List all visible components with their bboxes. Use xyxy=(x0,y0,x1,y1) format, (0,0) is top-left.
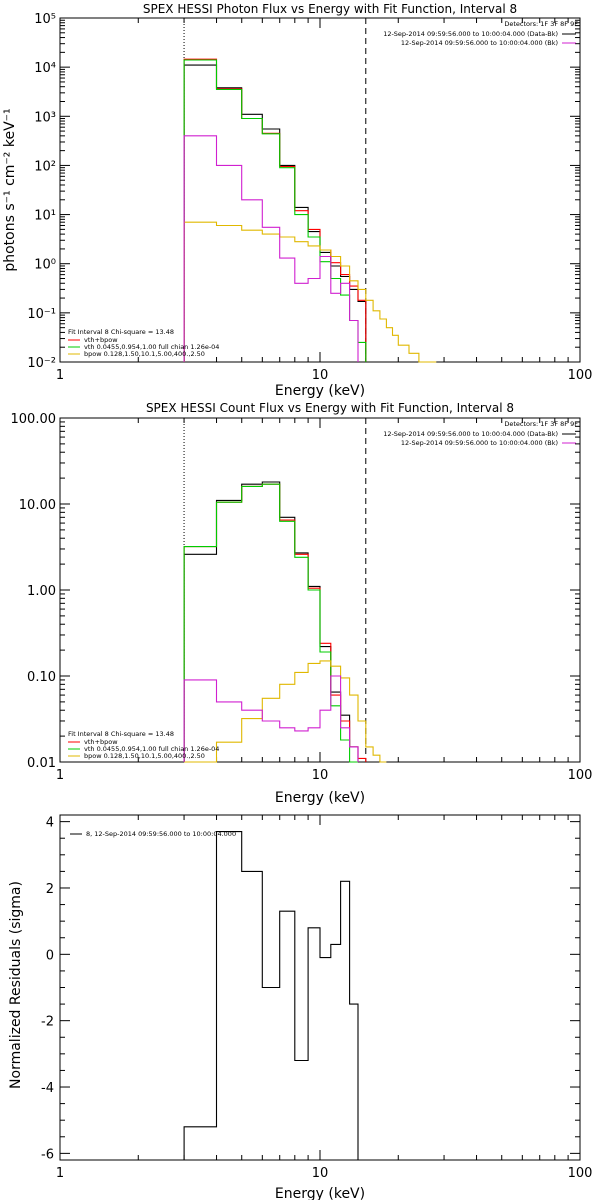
photon-flux-ytick-label: 10³ xyxy=(34,110,56,125)
residuals-xlabel: Energy (keV) xyxy=(275,1186,365,1200)
count-flux-ytick-label: 0.10 xyxy=(27,670,56,685)
residuals-series xyxy=(183,831,366,1161)
residuals-panel: Energy (keV) Normalized Residuals (sigma… xyxy=(8,814,592,1200)
count-flux-ytick-label: 10.00 xyxy=(19,498,56,513)
photon-flux-xtick-label: 10 xyxy=(312,368,329,383)
count-flux-fit-title: Fit Interval 8 Chi-square = 13.48 xyxy=(68,730,174,738)
photon-flux-ytick-label: 10⁻² xyxy=(27,356,56,371)
residuals-xtick-label: 10 xyxy=(312,1166,329,1181)
residuals-legend: 8, 12-Sep-2014 09:59:56.000 to 10:00:04.… xyxy=(86,830,236,838)
photon-flux-series-data xyxy=(183,64,367,362)
residuals-ytick-label: 4 xyxy=(46,816,54,831)
photon-flux-title: SPEX HESSI Photon Flux vs Energy with Fi… xyxy=(143,2,517,16)
count-flux-series-bpow xyxy=(184,660,387,763)
count-flux-xlabel: Energy (keV) xyxy=(275,790,365,806)
count-flux-header-line-data: 12-Sep-2014 09:59:56.000 to 10:00:04.000… xyxy=(383,430,558,438)
count-flux-panel: SPEX HESSI Count Flux vs Energy with Fit… xyxy=(11,401,593,806)
count-flux-xtick-label: 10 xyxy=(312,768,329,783)
residuals-xtick-label: 100 xyxy=(568,1166,593,1181)
count-flux-detectors: Detectors: 1F 3F 8F 9F xyxy=(504,420,578,428)
photon-flux-ylabel: photons s⁻¹ cm⁻² keV⁻¹ xyxy=(2,108,18,271)
photon-flux-plot-frame xyxy=(59,17,581,363)
count-flux-title: SPEX HESSI Count Flux vs Energy with Fit… xyxy=(146,401,514,415)
residuals-ytick-label: 0 xyxy=(46,948,54,963)
photon-flux-xtick-label: 1 xyxy=(56,368,64,383)
photon-flux-header-line-data: 12-Sep-2014 09:59:56.000 to 10:00:04.000… xyxy=(383,30,558,38)
count-flux-header-line-bk: 12-Sep-2014 09:59:56.000 to 10:00:04.000… xyxy=(401,439,558,447)
photon-flux-legend-vth: vth 0.0455,0.954,1.00 full chian 1.26e-0… xyxy=(84,343,219,351)
count-flux-ytick-label: 0.01 xyxy=(27,756,56,771)
photon-flux-panel: SPEX HESSI Photon Flux vs Energy with Fi… xyxy=(2,2,592,399)
photon-flux-xlabel: Energy (keV) xyxy=(275,383,365,399)
photon-flux-series-bpow xyxy=(183,221,437,363)
count-flux-xtick-label: 1 xyxy=(56,768,64,783)
residuals-ylabel: Normalized Residuals (sigma) xyxy=(8,881,24,1089)
residuals-ytick-label: -2 xyxy=(41,1015,54,1030)
count-flux-ytick-label: 100.00 xyxy=(11,412,57,427)
residuals-ytick-label: -6 xyxy=(41,1147,54,1162)
count-flux-ticks: 1 10 100 0.01 0.10 1.00 10.00 100.00 xyxy=(11,412,593,783)
photon-flux-fit-title: Fit Interval 8 Chi-square = 13.48 xyxy=(68,328,174,336)
count-flux-series-vth-bpow xyxy=(183,483,367,762)
count-flux-xtick-label: 100 xyxy=(568,768,593,783)
photon-flux-ytick-label: 10⁰ xyxy=(34,258,56,273)
photon-flux-legend-bpow: bpow 0.128,1.50,10.1,5.00,400.,2.50 xyxy=(84,350,205,358)
count-flux-legend-bpow: bpow 0.128,1.50,10.1,5.00,400.,2.50 xyxy=(84,752,205,760)
count-flux-legend-vth-bpow: vth+bpow xyxy=(84,738,118,746)
count-flux-series-background xyxy=(183,675,359,762)
photon-flux-ytick-label: 10⁵ xyxy=(34,12,56,27)
photon-flux-detectors: Detectors: 1F 3F 8F 9F xyxy=(504,20,578,28)
photon-flux-header-line-bk: 12-Sep-2014 09:59:56.000 to 10:00:04.000… xyxy=(401,39,558,47)
residuals-series-residuals xyxy=(183,831,366,1161)
residuals-xtick-label: 1 xyxy=(56,1166,64,1181)
photon-flux-ticks: 1 10 100 10⁻² 10⁻¹ 10⁰ 10¹ 10² 10³ 10⁴ 10⁵ xyxy=(27,12,592,383)
count-flux-series-vth xyxy=(183,483,358,763)
photon-flux-legend-vth-bpow: vth+bpow xyxy=(84,336,118,344)
photon-flux-series-background xyxy=(183,135,359,362)
residuals-ytick-label: 2 xyxy=(46,882,54,897)
photon-flux-ytick-label: 10⁴ xyxy=(34,61,56,76)
photon-flux-ytick-label: 10⁻¹ xyxy=(27,307,56,322)
residuals-ytick-label: -4 xyxy=(41,1081,54,1096)
photon-flux-xtick-label: 100 xyxy=(568,368,593,383)
photon-flux-ytick-label: 10² xyxy=(34,159,56,174)
count-flux-legend-vth: vth 0.0455,0.954,1.00 full chian 1.26e-0… xyxy=(84,745,219,753)
photon-flux-series-vth xyxy=(183,59,367,362)
photon-flux-series-vth-bpow xyxy=(183,58,367,362)
photon-flux-series xyxy=(183,18,437,363)
count-flux-series xyxy=(183,418,387,763)
photon-flux-ytick-label: 10¹ xyxy=(34,209,56,224)
count-flux-ytick-label: 1.00 xyxy=(27,584,56,599)
residuals-plot-frame xyxy=(59,814,581,1161)
count-flux-series-data xyxy=(183,481,366,763)
residuals-ticks: 1 10 100 -6 -4 -2 0 2 4 xyxy=(41,815,592,1181)
